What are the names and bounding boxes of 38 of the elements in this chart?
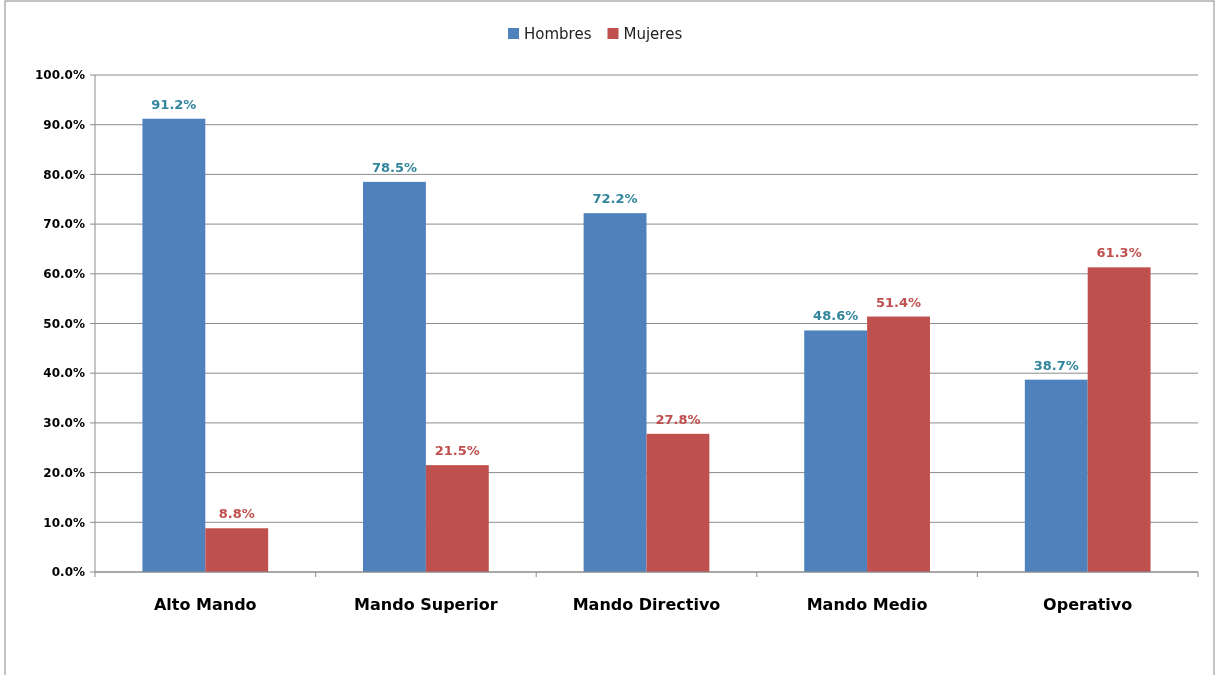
bar bbox=[646, 433, 710, 572]
y-tick-label: 10.0% bbox=[43, 515, 85, 530]
x-tick-label: Alto Mando bbox=[153, 595, 257, 614]
bar bbox=[1087, 267, 1151, 572]
y-tick-label: 50.0% bbox=[43, 316, 85, 331]
bar bbox=[804, 330, 868, 572]
data-label: 8.8% bbox=[218, 506, 255, 522]
bar bbox=[425, 465, 489, 572]
y-tick-label: 60.0% bbox=[43, 267, 85, 281]
data-label: 78.5% bbox=[371, 159, 418, 175]
x-tick-label: Operativo bbox=[1043, 595, 1133, 614]
data-label: 48.6% bbox=[813, 308, 859, 324]
bar bbox=[583, 213, 647, 572]
data-label: 38.7% bbox=[1033, 357, 1079, 373]
y-tick-label: 0.0% bbox=[51, 565, 85, 580]
data-label: 21.5% bbox=[434, 443, 480, 459]
legend-label: Hombres bbox=[524, 25, 592, 43]
data-label: 72.2% bbox=[592, 191, 638, 207]
y-tick-label: 40.0% bbox=[43, 366, 85, 381]
data-label: 61.3% bbox=[1096, 245, 1142, 261]
data-label: 27.8% bbox=[655, 411, 701, 427]
bar bbox=[1024, 379, 1088, 572]
bar bbox=[205, 528, 269, 572]
x-tick-label: Mando Medio bbox=[806, 595, 928, 614]
y-tick-label: 70.0% bbox=[43, 217, 85, 232]
y-tick-label: 100.0% bbox=[35, 68, 85, 83]
x-tick-label: Mando Superior bbox=[354, 595, 498, 614]
y-tick-label: 20.0% bbox=[43, 465, 85, 480]
legend-label: Mujeres bbox=[623, 25, 683, 43]
y-tick-label: 90.0% bbox=[43, 117, 85, 132]
data-label: 51.4% bbox=[875, 294, 922, 310]
data-label: 91.2% bbox=[151, 96, 197, 112]
y-tick-label: 80.0% bbox=[43, 167, 85, 182]
bar bbox=[142, 118, 206, 572]
x-tick-label: Mando Directivo bbox=[572, 595, 721, 614]
bar bbox=[867, 316, 930, 572]
y-tick-label: 30.0% bbox=[43, 416, 85, 431]
bar bbox=[363, 181, 426, 572]
